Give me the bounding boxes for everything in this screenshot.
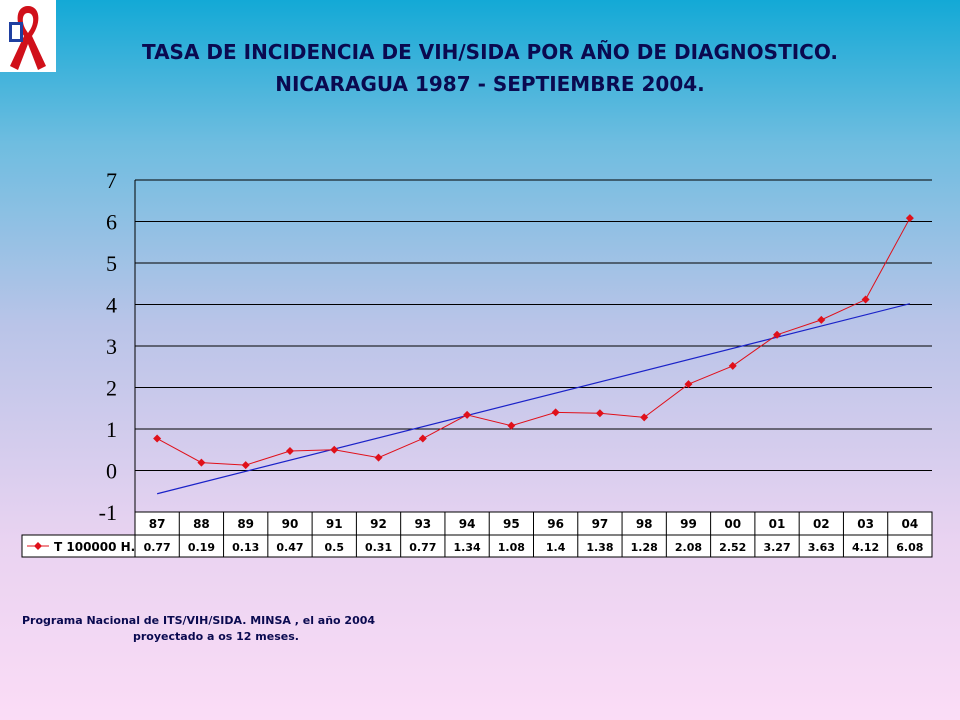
category-label: 90 [282, 517, 299, 531]
data-point [285, 446, 294, 455]
data-point [684, 380, 693, 389]
category-label: 94 [459, 517, 476, 531]
data-value-label: 3.63 [808, 541, 835, 554]
data-point [773, 330, 782, 339]
chart-title-line-1: TASA DE INCIDENCIA DE VIH/SIDA POR AÑO D… [141, 40, 838, 64]
category-label: 88 [193, 517, 210, 531]
trend-line [156, 303, 911, 495]
data-point [330, 445, 339, 454]
category-label: 97 [592, 517, 609, 531]
data-value-label: 0.13 [232, 541, 259, 554]
data-point [418, 434, 427, 443]
category-label: 98 [636, 517, 653, 531]
data-value-label: 4.12 [852, 541, 879, 554]
line-chart: 7 6 5 4 3 2 1 0 -1 87 0.77 88 0.19 89 0.13 90 0.47 91 0.5… [21, 168, 933, 558]
y-tick-label: 7 [106, 168, 117, 193]
data-point [817, 315, 826, 324]
data-point [905, 214, 914, 223]
y-tick-label: 2 [106, 376, 117, 401]
ribbon-logo [0, 0, 56, 72]
data-point [507, 421, 516, 430]
data-value-label: 1.28 [631, 541, 658, 554]
legend-marker [34, 542, 42, 550]
y-tick-label: 5 [106, 251, 117, 276]
data-value-label: 0.31 [365, 541, 392, 554]
data-point [463, 410, 472, 419]
category-label: 01 [769, 517, 786, 531]
category-label: 99 [680, 517, 697, 531]
category-label: 96 [547, 517, 564, 531]
data-value-label: 2.08 [675, 541, 702, 554]
data-value-label: 2.52 [719, 541, 746, 554]
footnote-line-1: Programa Nacional de ITS/VIH/SIDA. MINSA… [22, 614, 376, 627]
data-point [241, 461, 250, 470]
data-point [861, 295, 870, 304]
category-label: 04 [902, 517, 919, 531]
y-tick-label: 3 [106, 334, 117, 359]
y-tick-label: 0 [106, 459, 117, 484]
y-axis-ticks: 7 6 5 4 3 2 1 0 -1 [99, 168, 117, 525]
chart-title-line-2: NICARAGUA 1987 - SEPTIEMBRE 2004. [275, 72, 705, 96]
data-value-label: 1.34 [454, 541, 481, 554]
data-value-label: 6.08 [896, 541, 923, 554]
data-point [374, 453, 383, 462]
y-tick-label: -1 [99, 500, 117, 525]
series-markers [153, 214, 914, 470]
data-point [197, 458, 206, 467]
data-point [728, 361, 737, 370]
data-value-label: 1.4 [546, 541, 566, 554]
category-label: 93 [414, 517, 431, 531]
footnote-line-2: proyectado a os 12 meses. [133, 630, 299, 643]
data-point [153, 434, 162, 443]
category-label: 00 [724, 517, 741, 531]
category-label: 89 [237, 517, 254, 531]
data-value-label: 0.5 [325, 541, 345, 554]
category-label: 91 [326, 517, 343, 531]
legend-label: T 100000 H. [54, 540, 135, 554]
category-label: 03 [857, 517, 874, 531]
y-tick-label: 6 [106, 210, 117, 235]
data-value-label: 0.77 [409, 541, 436, 554]
data-table: 87 0.77 88 0.19 89 0.13 90 0.47 91 0.5 92 0.31 93 0.7… [21, 511, 933, 558]
data-value-label: 1.38 [586, 541, 613, 554]
category-label: 95 [503, 517, 520, 531]
y-tick-label: 1 [106, 417, 117, 442]
category-label: 87 [149, 517, 166, 531]
data-value-label: 0.47 [276, 541, 303, 554]
category-label: 92 [370, 517, 387, 531]
data-value-label: 0.77 [144, 541, 171, 554]
aids-ribbon-icon [9, 6, 46, 70]
grid-lines [134, 179, 932, 512]
data-value-label: 3.27 [763, 541, 790, 554]
y-tick-label: 4 [106, 293, 117, 318]
data-point [551, 408, 560, 417]
data-point [595, 409, 604, 418]
data-point [640, 413, 649, 422]
data-value-label: 0.19 [188, 541, 215, 554]
category-label: 02 [813, 517, 830, 531]
series-line [156, 217, 911, 466]
data-value-label: 1.08 [498, 541, 525, 554]
